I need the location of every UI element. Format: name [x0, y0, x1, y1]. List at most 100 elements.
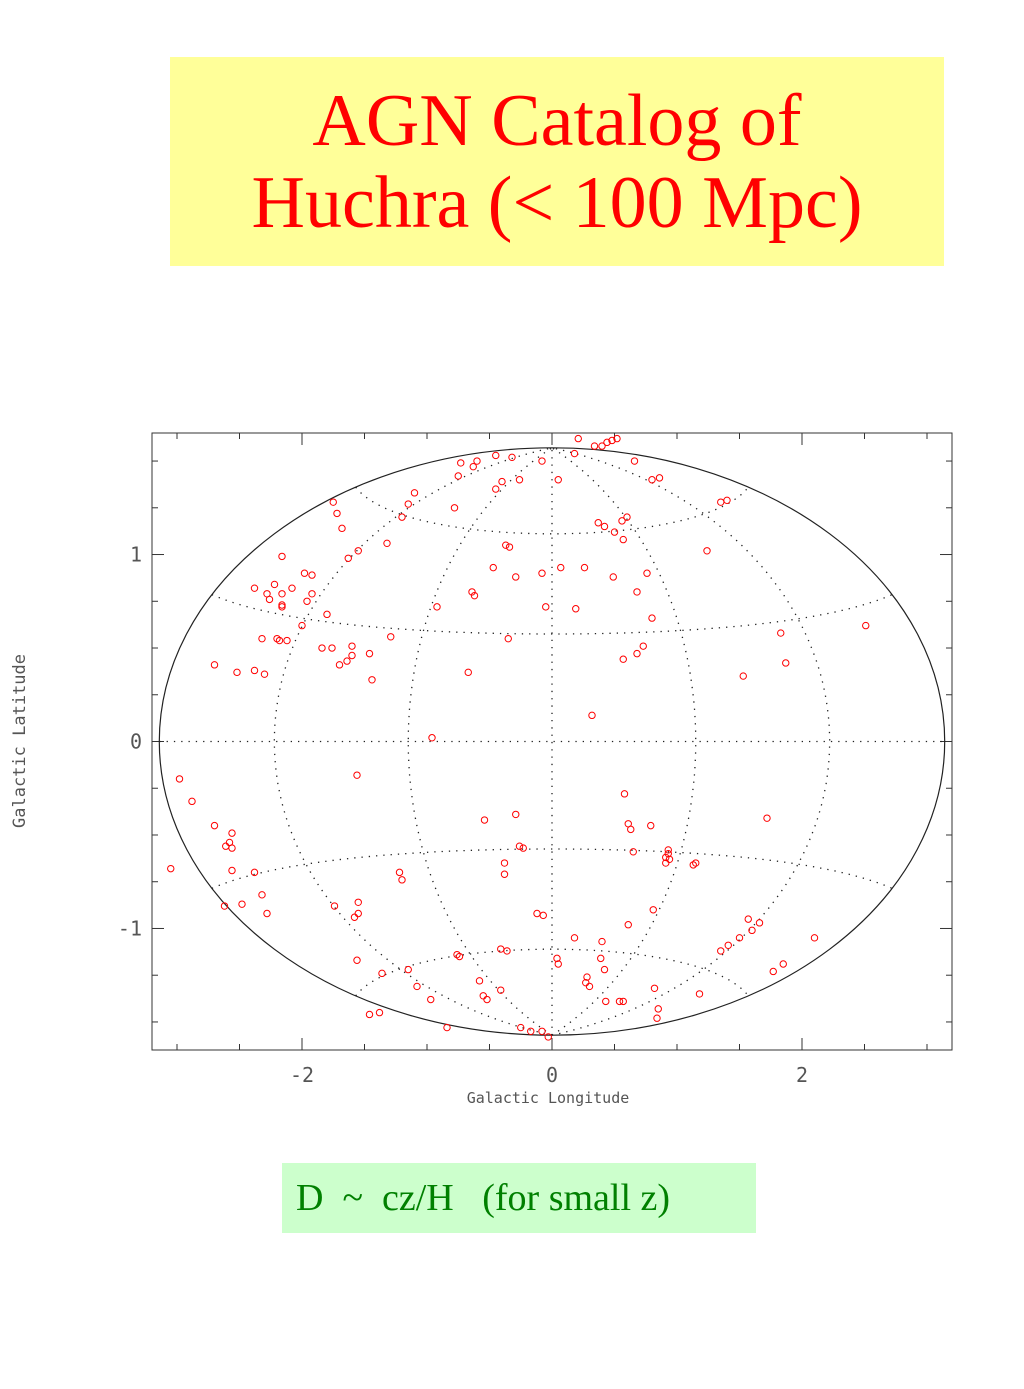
data-point [492, 451, 500, 460]
data-point [470, 591, 479, 600]
data-point [570, 449, 579, 458]
y-tick-label: 1 [130, 543, 142, 567]
data-point [862, 621, 870, 630]
data-point [598, 442, 606, 450]
data-point [479, 992, 487, 1000]
data-point [582, 978, 590, 987]
data-point [233, 668, 241, 677]
data-point [598, 937, 606, 946]
data-point [210, 661, 219, 669]
data-point [533, 909, 541, 918]
data-point [654, 1005, 662, 1013]
data-point [649, 906, 657, 914]
y-axis-label: Galactic Latitude [10, 654, 30, 828]
data-point [538, 457, 546, 465]
data-point [538, 1027, 546, 1036]
data-point [777, 629, 785, 637]
data-point [662, 853, 670, 862]
data-point [624, 921, 632, 929]
data-point [335, 661, 344, 669]
data-point [505, 543, 514, 551]
data-point [512, 573, 520, 581]
data-point [519, 844, 527, 852]
data-point [278, 552, 286, 561]
data-point [748, 926, 756, 935]
data-point [318, 644, 326, 652]
data-point [265, 595, 274, 604]
data-point [404, 500, 412, 508]
x-tick-label: 2 [796, 1063, 808, 1087]
data-point [653, 1014, 661, 1022]
parallel-line [211, 594, 893, 635]
data-point [365, 649, 374, 658]
data-point [283, 636, 291, 645]
data-point [502, 541, 510, 549]
data-point [633, 588, 641, 596]
data-point [585, 982, 594, 991]
data-point [597, 954, 605, 963]
data-point [648, 614, 656, 622]
data-point [500, 859, 509, 867]
parallel-line [355, 486, 749, 535]
data-point [464, 668, 472, 677]
data-point [278, 590, 286, 598]
data-point [588, 711, 596, 720]
data-point [692, 859, 700, 867]
data-point [350, 913, 359, 921]
data-point [273, 634, 281, 643]
data-point [603, 438, 611, 447]
data-point [724, 941, 732, 949]
data-point [222, 842, 230, 850]
data-point [504, 634, 512, 643]
data-point [574, 434, 582, 443]
data-point [333, 509, 341, 518]
data-point [427, 995, 435, 1004]
data-point [308, 571, 316, 579]
data-point [717, 947, 725, 955]
data-point [608, 436, 616, 445]
data-point [258, 891, 266, 899]
data-point [433, 603, 441, 611]
data-point [238, 900, 246, 908]
data-point [735, 934, 744, 942]
distance-formula: D ~ cz/H (for small z) [296, 1177, 671, 1219]
data-point [572, 605, 580, 613]
data-point [483, 995, 491, 1004]
data-point [354, 898, 362, 906]
data-point [665, 855, 674, 863]
data-point [263, 909, 271, 918]
parallel-line [355, 948, 749, 997]
data-point [769, 967, 777, 976]
data-point [450, 504, 459, 512]
data-point [398, 513, 406, 521]
data-point [554, 960, 562, 968]
data-point [515, 842, 524, 850]
data-point [619, 655, 627, 663]
data-point [739, 672, 747, 680]
title-box: AGN Catalog of Huchra (< 100 Mpc) [170, 57, 944, 266]
data-point [228, 829, 236, 837]
data-point [413, 982, 421, 991]
data-point [542, 603, 550, 611]
data-point [475, 977, 484, 985]
data-point [410, 489, 419, 497]
data-point [167, 864, 175, 873]
data-point [250, 868, 259, 877]
data-point [220, 902, 229, 910]
data-point [648, 476, 656, 484]
data-point [662, 859, 670, 867]
data-point [515, 476, 524, 484]
data-point [664, 846, 672, 854]
data-point [378, 969, 386, 978]
data-point [489, 563, 497, 572]
data-point [782, 659, 790, 667]
data-point [810, 934, 819, 942]
data-point [454, 472, 462, 480]
title-line-2: Huchra (< 100 Mpc) [251, 161, 863, 244]
data-point [508, 453, 516, 462]
data-point [553, 954, 561, 963]
data-point [288, 584, 296, 592]
data-point [527, 1027, 535, 1036]
data-point [365, 1010, 374, 1019]
data-point [328, 644, 336, 652]
